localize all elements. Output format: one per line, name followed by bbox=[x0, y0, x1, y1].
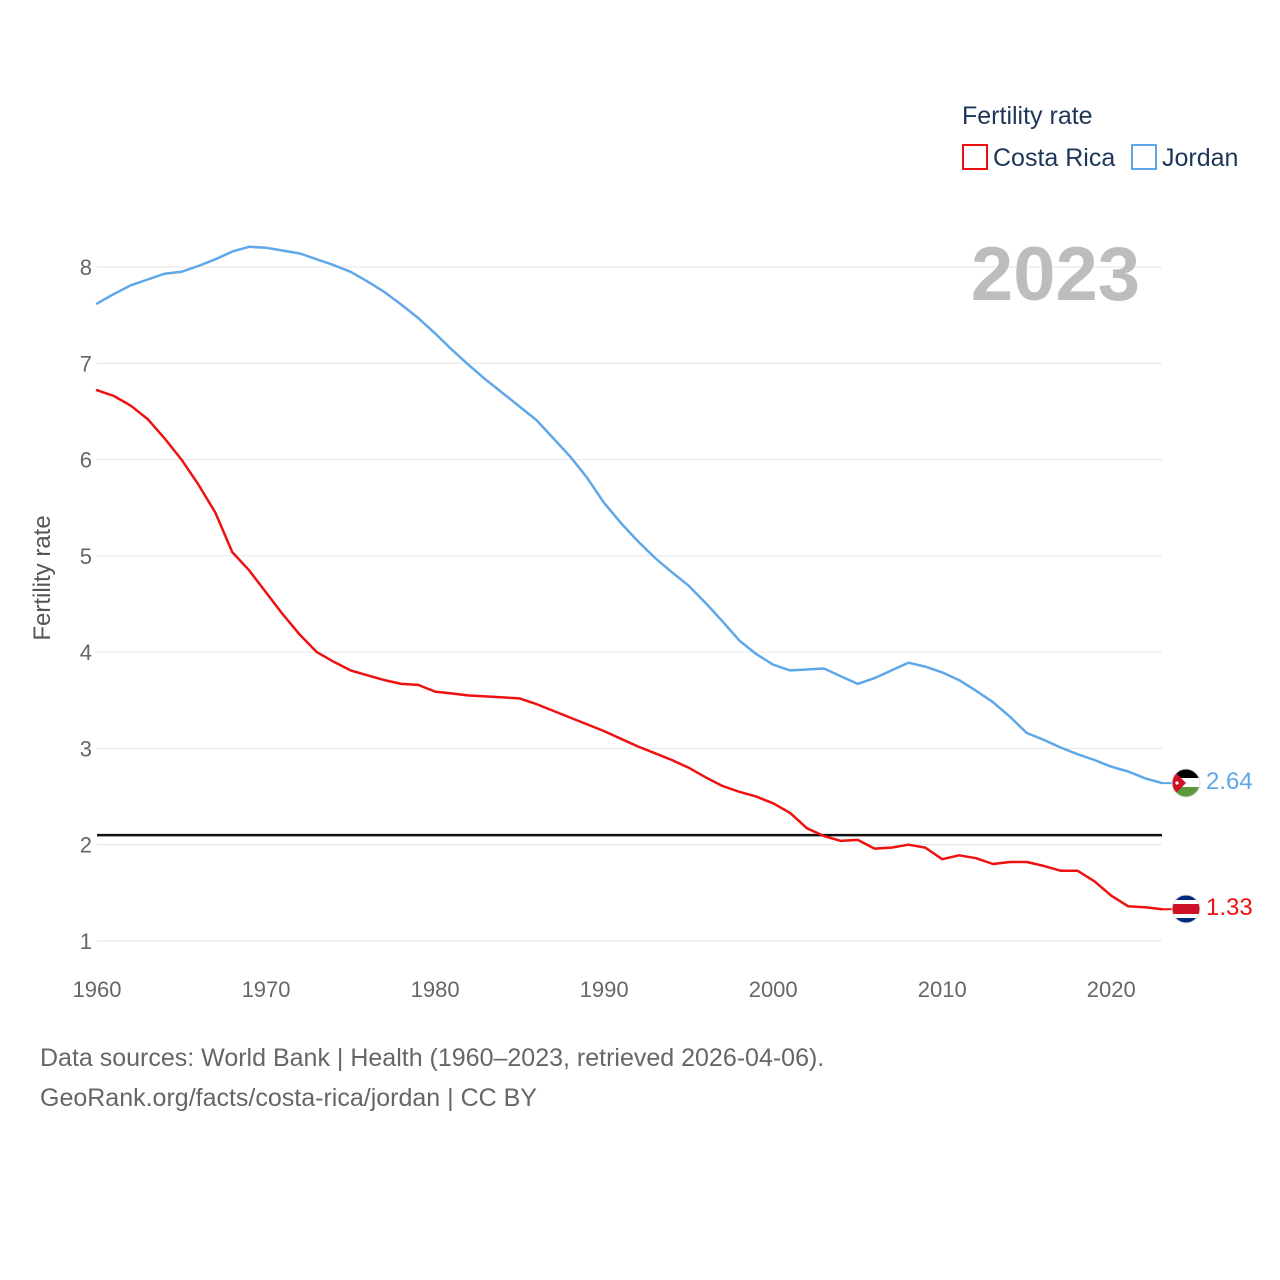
y-axis-ticks: 1 2 3 4 5 6 7 8 bbox=[80, 255, 92, 954]
legend-label-jordan: Jordan bbox=[1162, 144, 1238, 172]
year-label: 2023 bbox=[971, 232, 1140, 317]
x-tick-label: 1970 bbox=[242, 977, 291, 1002]
legend-title: Fertility rate bbox=[962, 102, 1093, 130]
jordan-flag-border bbox=[1171, 768, 1201, 798]
jordan-flag-icon bbox=[1172, 769, 1200, 797]
y-tick-label: 7 bbox=[80, 351, 92, 376]
legend-label-costa-rica: Costa Rica bbox=[993, 144, 1115, 172]
x-tick-label: 1960 bbox=[73, 977, 122, 1002]
legend-swatch-jordan bbox=[1131, 144, 1157, 170]
legend-item-costa-rica[interactable]: Costa Rica bbox=[962, 144, 1115, 172]
gridlines bbox=[97, 266, 1162, 942]
end-value-label-costa-rica: 1.33 bbox=[1206, 894, 1253, 921]
footer-credit[interactable]: GeoRank.org/facts/costa-rica/jordan | CC… bbox=[40, 1084, 537, 1112]
legend-swatch-costa-rica bbox=[962, 144, 988, 170]
x-tick-label: 1990 bbox=[580, 977, 629, 1002]
x-axis-ticks: 1960 1970 1980 1990 2000 2010 2020 bbox=[73, 977, 1136, 1002]
x-tick-label: 2000 bbox=[749, 977, 798, 1002]
legend: Fertility rate Costa Rica Jordan bbox=[962, 102, 1238, 172]
y-tick-label: 3 bbox=[80, 736, 92, 761]
footer-sources: Data sources: World Bank | Health (1960–… bbox=[40, 1044, 825, 1072]
y-tick-label: 5 bbox=[80, 544, 92, 569]
series-line-costa-rica bbox=[95, 388, 1164, 911]
y-tick-label: 6 bbox=[80, 448, 92, 473]
x-tick-label: 1980 bbox=[411, 977, 460, 1002]
legend-item-jordan[interactable]: Jordan bbox=[1131, 144, 1238, 172]
end-value-label-jordan: 2.64 bbox=[1206, 768, 1253, 795]
series-lines bbox=[95, 245, 1164, 911]
y-tick-label: 8 bbox=[80, 255, 92, 280]
series-line-jordan bbox=[95, 245, 1164, 785]
costa-rica-flag-icon bbox=[1172, 895, 1200, 923]
x-tick-label: 2020 bbox=[1087, 977, 1136, 1002]
y-tick-label: 4 bbox=[80, 640, 92, 665]
costa-rica-flag-border bbox=[1171, 894, 1201, 924]
y-axis-label: Fertility rate bbox=[29, 515, 56, 640]
x-tick-label: 2010 bbox=[918, 977, 967, 1002]
y-tick-label: 2 bbox=[80, 833, 92, 858]
y-tick-label: 1 bbox=[80, 929, 92, 954]
end-markers bbox=[1162, 782, 1172, 911]
